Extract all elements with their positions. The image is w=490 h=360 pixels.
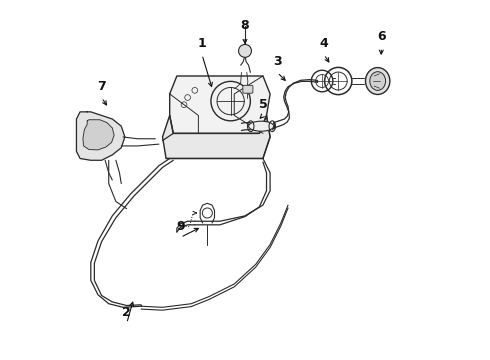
Text: 9: 9 [176, 220, 185, 233]
Text: 7: 7 [97, 80, 106, 93]
Text: 6: 6 [377, 30, 386, 43]
Circle shape [239, 44, 251, 57]
FancyBboxPatch shape [243, 85, 253, 93]
Text: 5: 5 [259, 98, 268, 111]
Polygon shape [83, 120, 114, 150]
Polygon shape [163, 116, 270, 158]
Text: 3: 3 [273, 55, 282, 68]
Text: 8: 8 [241, 19, 249, 32]
Ellipse shape [248, 121, 274, 131]
Text: 4: 4 [319, 37, 328, 50]
Ellipse shape [370, 72, 386, 90]
Ellipse shape [366, 68, 390, 94]
Text: 2: 2 [122, 306, 131, 319]
Text: 1: 1 [197, 37, 206, 50]
Polygon shape [170, 76, 270, 134]
Polygon shape [76, 112, 125, 160]
